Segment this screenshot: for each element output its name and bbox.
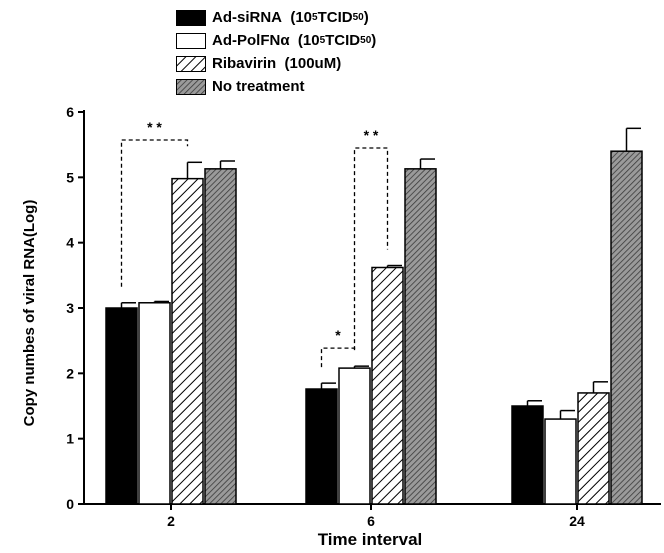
legend-unit-sub-ad-polfna: 50	[360, 35, 372, 46]
legend-unit-ad-sirna: TCID	[317, 9, 353, 26]
bar-no-treatment-2	[204, 168, 237, 505]
y-tick-label-4: 4	[66, 235, 74, 251]
significance-bracket-1	[320, 347, 356, 368]
legend-swatch-ad-polfna	[176, 32, 206, 49]
legend-unit-sub-ad-sirna: 50	[352, 12, 364, 23]
legend-suffix-ribavirin: (100uM)	[284, 55, 342, 72]
legend-label-no-treatment: No treatment	[212, 78, 305, 95]
bar-ribavirin-24	[577, 392, 610, 505]
bar-ad-polfn-6	[338, 367, 371, 505]
legend-label-ad-sirna: Ad-siRNA	[212, 9, 282, 26]
bar-ribavirin-2	[171, 177, 204, 505]
bar-ad-sirna-2	[105, 307, 138, 505]
y-tick-label-2: 2	[66, 365, 74, 381]
y-tick-label-6: 6	[66, 104, 74, 120]
legend-label-ribavirin: Ribavirin	[212, 55, 277, 72]
legend-item-ad-sirna: Ad-siRNA (10 5 TCID 50)	[176, 6, 376, 29]
legend-swatch-ad-sirna	[176, 9, 206, 26]
legend-swatch-ribavirin	[176, 55, 206, 72]
legend-unit-ad-polfna: TCID	[325, 32, 361, 49]
y-tick-label-1: 1	[66, 431, 74, 447]
legend-label-ad-polfna: Ad-PolFNα	[212, 32, 290, 49]
bar-ad-sirna-6	[305, 388, 338, 505]
significance-label-2: * *	[364, 127, 379, 143]
y-tick-label-0: 0	[66, 496, 74, 512]
bar-ad-sirna-24	[511, 405, 544, 505]
legend-dose-ad-polfna: 10	[302, 32, 320, 49]
significance-bracket-2	[353, 147, 389, 351]
bar-ribavirin-6	[371, 266, 404, 505]
legend-item-no-treatment: No treatment	[176, 75, 376, 98]
x-axis-label: Time interval	[318, 530, 423, 549]
bar-no-treatment-6	[404, 168, 437, 505]
y-tick-label-3: 3	[66, 300, 74, 316]
y-tick-label-5: 5	[66, 169, 74, 185]
legend-item-ad-polfna: Ad-PolFNα (10 5 TCID 50)	[176, 29, 376, 52]
bars	[105, 127, 643, 505]
y-axis-label: Copy numbes of viral RNA(Log)	[21, 200, 38, 427]
x-tick-label-2: 2	[167, 513, 175, 529]
legend-swatch-no-treatment	[176, 78, 206, 95]
significance-label-0: * *	[147, 119, 162, 135]
legend-item-ribavirin: Ribavirin (100uM)	[176, 52, 376, 75]
bar-ad-polfn-2	[138, 302, 171, 505]
significance-bracket-0	[120, 139, 189, 287]
legend-dose-ad-sirna: 10	[295, 9, 313, 26]
significance-annotations: * * * * *	[120, 119, 389, 368]
bar-ad-polfn-24	[544, 418, 577, 505]
legend-dose-exp-ad-sirna: 5	[312, 12, 318, 23]
x-tick-label-24: 24	[569, 513, 585, 529]
bar-no-treatment-24	[610, 150, 643, 505]
legend: Ad-siRNA (10 5 TCID 50) Ad-PolFNα (10 5 TCID 5…	[176, 6, 376, 98]
x-tick-label-6: 6	[367, 513, 375, 529]
significance-label-1: *	[335, 327, 341, 343]
legend-dose-exp-ad-polfna: 5	[319, 35, 326, 46]
